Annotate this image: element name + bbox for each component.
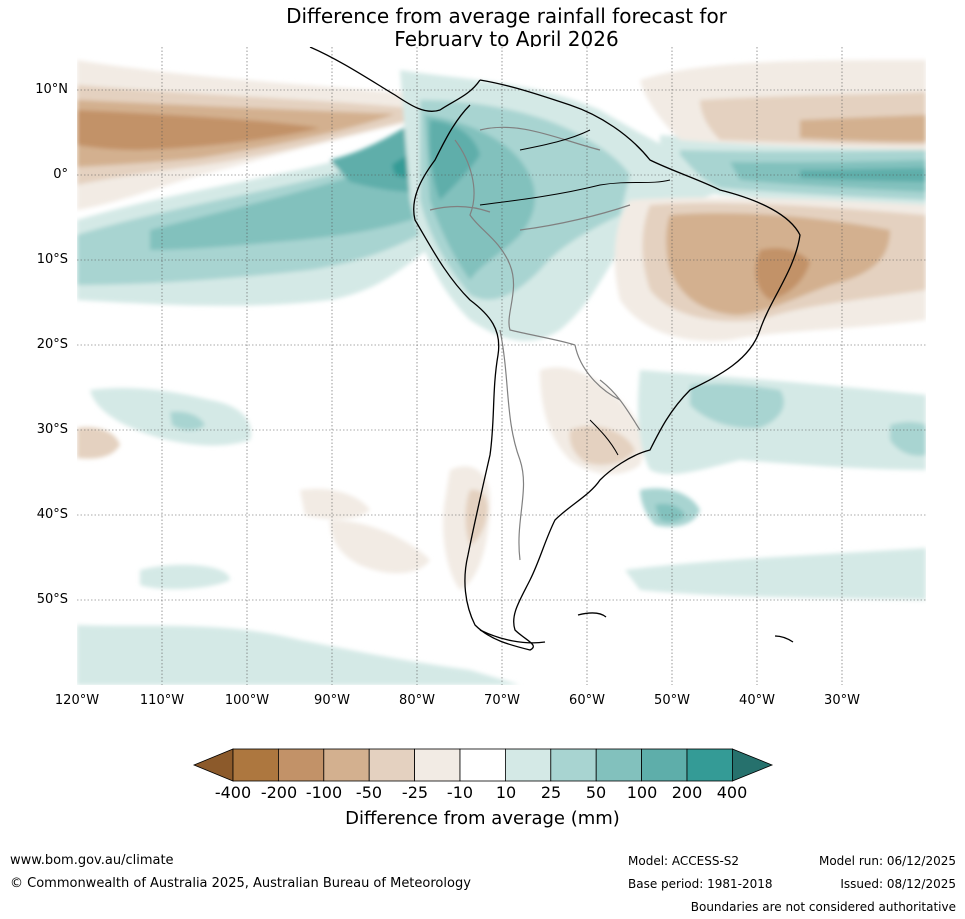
lat-label-30S: 30°S (36, 422, 68, 437)
anomaly-region-la-plata-dry-25 (569, 426, 635, 465)
footer-model: Model: ACCESS-S2 (628, 854, 740, 868)
colorbar-tick-200: 200 (671, 783, 703, 802)
colorbar-tick-minus-200: -200 (260, 783, 298, 802)
footer-model-run: Model run: 06/12/2025 (818, 854, 956, 868)
lat-label-10N: 10°N (35, 82, 68, 97)
anomaly-region-s-atlantic-wet-50 (655, 503, 685, 523)
colorbar-tick-50: 50 (585, 783, 607, 802)
anomaly-region-south-pacific-10-25 (77, 625, 520, 685)
lon-label-90W: 90°W (314, 693, 350, 708)
anomaly-region-mid-pacific-dry-25 (77, 427, 120, 459)
colorbar-bin-4 (368, 748, 416, 782)
footer-copyright: © Commonwealth of Australia 2025, Austra… (10, 876, 471, 891)
anomaly-region-pacific-dry-100 (77, 110, 320, 150)
parana-river (589, 419, 619, 456)
south-georgia-coast (774, 635, 794, 643)
lat-label-0: 0° (53, 167, 68, 182)
lat-label-10S: 10°S (36, 252, 68, 267)
footer-issued: Issued: 08/12/2025 (840, 877, 956, 891)
falklands-coast (577, 612, 607, 618)
lon-label-40W: 40°W (739, 693, 775, 708)
anomaly-region-amazon-100-200 (429, 120, 480, 200)
map-panel (77, 47, 926, 685)
anomaly-region-s-atlantic-wet-25-b (890, 421, 926, 456)
south-america-coast (413, 79, 801, 651)
anomaly-region-chile-dry-10 (300, 488, 370, 520)
country-borders (429, 126, 641, 561)
lat-label-50S: 50°S (36, 592, 68, 607)
colorbar-arrow-low (192, 748, 234, 782)
lon-label-100W: 100°W (224, 693, 270, 708)
anomaly-region-chile-dry-10-b (330, 520, 430, 574)
lon-label-60W: 60°W (569, 693, 605, 708)
colorbar-tick-25: 25 (540, 783, 562, 802)
anomaly-region-patagonia-dry-25 (465, 489, 488, 545)
anomaly-region-s-atlantic-wet-25 (690, 383, 784, 429)
colorbar-tick-10: 10 (495, 783, 517, 802)
colorbar-bin-3 (323, 748, 370, 782)
coastlines (309, 47, 801, 651)
lat-label-40S: 40°S (36, 507, 68, 522)
colorbar-bin-8 (550, 748, 597, 782)
anomaly-region-mid-pacific-wet-25 (170, 411, 205, 431)
lat-label-20S: 20°S (36, 337, 68, 352)
colorbar-bin-2 (277, 748, 325, 782)
orinoco-river (519, 129, 591, 151)
anomaly-region-ne-brazil-dry-100 (755, 248, 810, 300)
colorbar-tick-minus-25: -25 (401, 783, 429, 802)
lon-label-110W: 110°W (139, 693, 185, 708)
colorbar-bin-9 (595, 748, 643, 782)
colorbar-bin-5 (414, 748, 461, 782)
lon-label-120W: 120°W (54, 693, 100, 708)
lon-label-50W: 50°W (654, 693, 690, 708)
tierra-del-fuego-coast (479, 629, 546, 644)
central-america-coast (309, 47, 481, 112)
colorbar-bin-6 (459, 748, 506, 782)
map-title-line-1: Difference from average rainfall forecas… (286, 4, 727, 28)
graticule (77, 47, 926, 685)
colorbar-tick-minus-400: -400 (214, 783, 252, 802)
anomaly-region-mid-pacific-wet-10 (90, 388, 251, 446)
colorbar-tick-minus-50: -50 (355, 783, 383, 802)
lon-label-70W: 70°W (484, 693, 520, 708)
footer-base-period: Base period: 1981-2018 (628, 877, 773, 891)
colorbar-label: Difference from average (mm) (345, 808, 620, 829)
footer-url[interactable]: www.bom.gov.au/climate (10, 853, 174, 868)
colorbar-bin-1 (232, 748, 279, 782)
colorbar-tick-minus-10: -10 (446, 783, 474, 802)
rainfall-anomaly-field (77, 60, 926, 685)
colorbar-bin-7 (504, 748, 552, 782)
colorbar-tick-minus-100: -100 (305, 783, 343, 802)
anomaly-region-atlantic-itcz-100-200 (800, 168, 926, 182)
colorbar-bin-10 (641, 748, 688, 782)
colorbar-tick-400: 400 (716, 783, 748, 802)
colorbar-bin-11 (686, 748, 733, 782)
amazon-river (479, 179, 671, 206)
colorbar (192, 748, 774, 782)
map-title-line-2: February to April 2026 (394, 27, 619, 51)
anomaly-region-south-pacific-10-25-b (140, 564, 230, 590)
anomaly-region-south-atlantic-10-25 (625, 548, 926, 600)
lon-label-80W: 80°W (399, 693, 435, 708)
footer-boundaries-note: Boundaries are not considered authoritat… (690, 900, 956, 914)
colorbar-arrow-high (732, 748, 774, 782)
lon-label-30W: 30°W (824, 693, 860, 708)
anomaly-region-atlantic-north-dry-50 (800, 115, 926, 142)
colorbar-tick-100: 100 (626, 783, 658, 802)
